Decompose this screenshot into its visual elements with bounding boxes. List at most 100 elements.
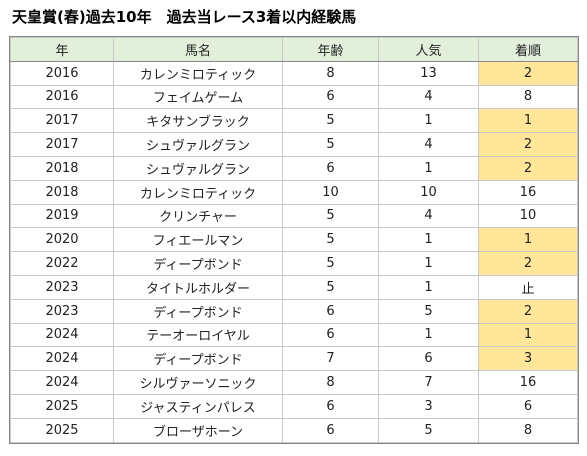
table-cell: 1 — [378, 155, 479, 181]
table-cell: 6 — [378, 346, 479, 372]
table-cell: ブローザホーン — [113, 417, 283, 443]
table-cell: 3 — [478, 346, 578, 372]
header-cell: 馬名 — [113, 37, 283, 62]
table-cell: 1 — [378, 108, 479, 134]
table-row: 2025 ジャスティンパレス 6 3 6 — [10, 393, 578, 419]
table-cell: 4 — [378, 203, 479, 229]
table-cell: 5 — [282, 251, 379, 276]
table-cell: 止 — [478, 274, 578, 300]
table-row: 2020 フィエールマン 5 1 1 — [10, 227, 578, 253]
title: 天皇賞(春)過去10年 過去当レース3着以内経験馬 — [12, 8, 357, 26]
table-cell: 2024 — [10, 370, 114, 395]
table-cell: 8 — [478, 417, 578, 443]
table-row: 2018 シュヴァルグラン 6 1 2 — [10, 155, 578, 181]
table-cell: 1 — [378, 322, 479, 348]
table-cell: 5 — [282, 274, 379, 300]
table-cell: 6 — [282, 322, 379, 348]
table-cell: カレンミロティック — [113, 179, 283, 205]
table-cell: 2022 — [10, 251, 114, 276]
table-cell: 5 — [378, 298, 479, 324]
table-cell: 2 — [478, 60, 578, 86]
table-cell: 1 — [478, 227, 578, 253]
table-cell: 6 — [282, 417, 379, 443]
table-cell: 1 — [378, 274, 479, 300]
table-row: 2024 シルヴァーソニック 8 7 16 — [10, 370, 578, 395]
table-cell: 16 — [478, 370, 578, 395]
table-cell: 2024 — [10, 346, 114, 372]
table-row: 2018 カレンミロティック 10 10 16 — [10, 179, 578, 205]
header-cell: 着順 — [478, 37, 578, 62]
table-cell: 2023 — [10, 274, 114, 300]
header-cell: 人気 — [378, 37, 479, 62]
table-cell: 7 — [378, 370, 479, 395]
table-cell: 2017 — [10, 108, 114, 134]
table-cell: フィエールマン — [113, 227, 283, 253]
table-cell: 10 — [378, 179, 479, 205]
table-row: 2024 テーオーロイヤル 6 1 1 — [10, 322, 578, 348]
table-cell: 6 — [282, 84, 379, 110]
table-cell: シルヴァーソニック — [113, 370, 283, 395]
table-cell: 2 — [478, 251, 578, 276]
table-body: 2016 カレンミロティック 8 13 2 2016 フェイムゲーム 6 4 8 2017 キタサンブ… — [10, 60, 578, 443]
table-cell: ディープボンド — [113, 346, 283, 372]
table-cell: 6 — [282, 393, 379, 419]
table-row: 2017 キタサンブラック 5 1 1 — [10, 108, 578, 134]
header-row: 年馬名 年齢 人気 着順 — [10, 37, 578, 62]
table-cell: タイトルホルダー — [113, 274, 283, 300]
table-cell: 1 — [478, 322, 578, 348]
table-cell: 2024 — [10, 322, 114, 348]
table-cell: 3 — [378, 393, 479, 419]
table-row: 2023 タイトルホルダー 5 1 止 — [10, 274, 578, 300]
table-cell: 2 — [478, 155, 578, 181]
table-cell: 2025 — [10, 417, 114, 443]
table-cell: 8 — [282, 60, 379, 86]
table-cell: 2025 — [10, 393, 114, 419]
table-cell: 2018 — [10, 155, 114, 181]
table-cell: 2020 — [10, 227, 114, 253]
table-cell: 2018 — [10, 179, 114, 205]
table-cell: 2019 — [10, 203, 114, 229]
table-cell: 6 — [478, 393, 578, 419]
table-cell: クリンチャー — [113, 203, 283, 229]
table-cell: 6 — [282, 298, 379, 324]
table-cell: 2017 — [10, 132, 114, 157]
table-cell: キタサンブラック — [113, 108, 283, 134]
header-cell: 年 — [10, 37, 114, 62]
table-cell: 10 — [282, 179, 379, 205]
table-cell: 16 — [478, 179, 578, 205]
table-cell: 2 — [478, 132, 578, 157]
table-row: 2016 カレンミロティック 8 13 2 — [10, 60, 578, 86]
table-cell: シュヴァルグラン — [113, 132, 283, 157]
table-cell: 4 — [378, 132, 479, 157]
table-cell: 4 — [378, 84, 479, 110]
table-cell: 1 — [378, 251, 479, 276]
table-cell: 2 — [478, 298, 578, 324]
table-cell: 1 — [378, 227, 479, 253]
table-cell: 5 — [282, 108, 379, 134]
table-cell: フェイムゲーム — [113, 84, 283, 110]
table-cell: 2016 — [10, 60, 114, 86]
table-cell: 6 — [282, 155, 379, 181]
table-cell: 2016 — [10, 84, 114, 110]
table-cell: 7 — [282, 346, 379, 372]
table-row: 2022 ディープボンド 5 1 2 — [10, 251, 578, 276]
table-row: 2025 ブローザホーン 6 5 8 — [10, 417, 578, 443]
table-cell: シュヴァルグラン — [113, 155, 283, 181]
table-cell: ジャスティンパレス — [113, 393, 283, 419]
table-cell: 5 — [282, 227, 379, 253]
table-cell: テーオーロイヤル — [113, 322, 283, 348]
table-cell: 8 — [478, 84, 578, 110]
table-cell: 10 — [478, 203, 578, 229]
table-cell: 1 — [478, 108, 578, 134]
table-cell: ディープボンド — [113, 251, 283, 276]
header-cell: 年齢 — [282, 37, 379, 62]
table-row: 2023 ディープボンド 6 5 2 — [10, 298, 578, 324]
table-cell: 5 — [282, 132, 379, 157]
table-row: 2017 シュヴァルグラン 5 4 2 — [10, 132, 578, 157]
table-cell: 13 — [378, 60, 479, 86]
table-row: 2016 フェイムゲーム 6 4 8 — [10, 84, 578, 110]
table-cell: 5 — [378, 417, 479, 443]
table-cell: 2023 — [10, 298, 114, 324]
table-row: 2024 ディープボンド 7 6 3 — [10, 346, 578, 372]
